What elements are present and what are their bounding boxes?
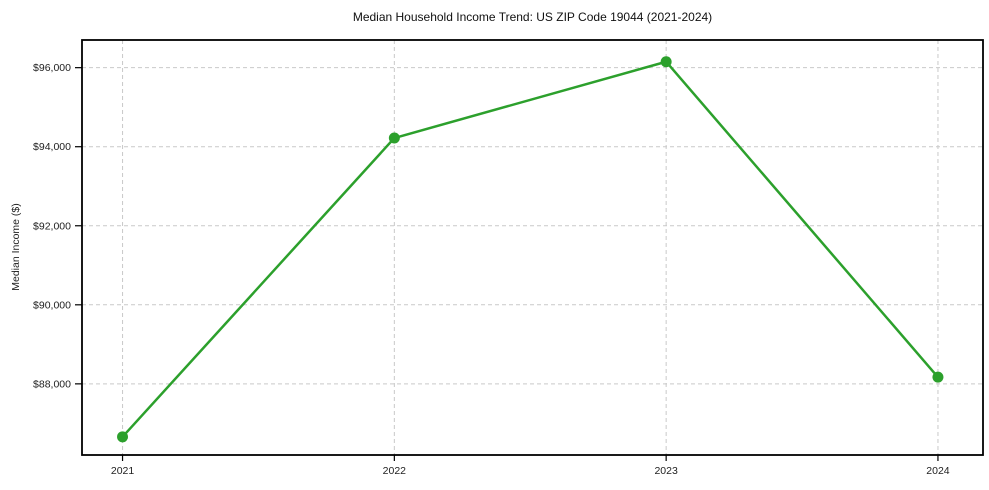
x-tick-label: 2021: [111, 465, 135, 477]
y-tick-label: $88,000: [33, 378, 71, 390]
y-tick-label: $94,000: [33, 141, 71, 153]
y-tick-label: $96,000: [33, 62, 71, 74]
plot-border: [81, 39, 984, 456]
y-axis-label: Median Income ($): [10, 203, 22, 291]
y-tick-label: $90,000: [33, 299, 71, 311]
chart-title: Median Household Income Trend: US ZIP Co…: [352, 10, 713, 24]
data-point: [388, 132, 400, 144]
x-tick-label: 2024: [926, 465, 950, 477]
data-point: [932, 371, 944, 383]
x-tick-label: 2022: [383, 465, 407, 477]
data-point: [660, 56, 672, 68]
y-tick-label: $92,000: [33, 220, 71, 232]
x-tick-label: 2023: [654, 465, 678, 477]
data-point: [117, 431, 129, 443]
trend-line: [121, 60, 940, 439]
